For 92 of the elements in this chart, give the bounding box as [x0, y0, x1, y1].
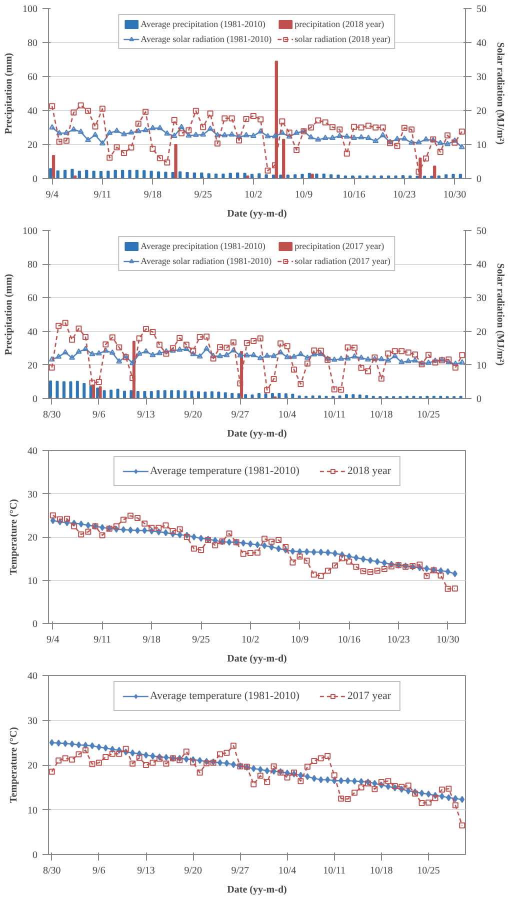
x-tick-label: 10/11: [323, 410, 346, 420]
y2-axis-title: Solar radiation (MJ/m²): [494, 42, 506, 145]
x-tick-label: 8/30: [42, 410, 61, 420]
y-tick-label: 0: [32, 850, 38, 861]
x-tick-label: 9/13: [137, 410, 155, 420]
x-tick-label: 9/27: [231, 410, 250, 420]
y-tick-label: 60: [28, 293, 38, 304]
legend-label: Average temperature (1981-2010): [150, 465, 300, 477]
y-tick-label: 20: [28, 760, 38, 772]
x-tick-label: 10/18: [370, 866, 393, 876]
x-axis-title: Date (yy-m-d): [227, 208, 287, 220]
y-tick-label: 10: [28, 576, 38, 587]
y-axis-title: Temperature (°C): [8, 499, 20, 575]
y-tick-label: 40: [28, 106, 38, 117]
x-tick-label: 9/4: [46, 634, 60, 646]
legend-label: Average solar radiation (1981-2010): [140, 256, 272, 266]
y-tick-label: 40: [28, 326, 38, 338]
y2-tick-label: 50: [476, 4, 486, 15]
y-axis-title: Temperature (°C): [8, 727, 20, 803]
y-tick-label: 30: [28, 716, 38, 727]
y2-tick-label: 30: [476, 293, 486, 304]
x-axis-title: Date (yy-m-d): [227, 654, 287, 664]
legend-label: precipitation (2017 year): [294, 241, 384, 251]
legend-label: precipitation (2018 year): [294, 19, 384, 29]
x-tick-label: 10/4: [278, 866, 296, 876]
y2-tick-label: 50: [476, 226, 486, 237]
x-tick-label: 9/18: [144, 190, 162, 200]
y2-tick-label: 40: [476, 38, 486, 49]
legend-label: Average solar radiation (1981-2010): [140, 34, 272, 44]
x-tick-label: 9/4: [46, 190, 58, 200]
x-tick-label: 10/9: [290, 634, 309, 646]
x-tick-label: 10/23: [393, 190, 416, 200]
x-tick-label: 9/6: [92, 866, 106, 876]
x-tick-label: 10/11: [323, 866, 346, 876]
y2-tick-label: 10: [476, 140, 486, 151]
x-tick-label: 9/11: [94, 190, 112, 200]
x-tick-label: 9/13: [137, 866, 155, 876]
legend-label: 2018 year: [347, 465, 392, 477]
y-tick-label: 0: [32, 619, 38, 630]
x-tick-label: 10/16: [342, 190, 366, 200]
legend-label: solar radiation (2017 year): [294, 256, 390, 266]
x-tick-label: 10/16: [338, 634, 361, 646]
y-tick-label: 40: [28, 671, 38, 682]
x-tick-label: 9/20: [184, 410, 202, 420]
legend-label: solar radiation (2018 year): [294, 34, 390, 44]
x-axis-title: Date (yy-m-d): [227, 428, 287, 440]
y2-tick-label: 0: [476, 394, 482, 405]
legend-label: Average precipitation (1981-2010): [140, 241, 266, 251]
legend-label: Average precipitation (1981-2010): [140, 19, 266, 29]
y2-tick-label: 30: [476, 72, 486, 83]
x-tick-label: 9/6: [92, 410, 106, 420]
x-tick-label: 10/2: [244, 190, 262, 200]
x-tick-label: 9/11: [94, 634, 111, 646]
x-tick-label: 9/27: [231, 866, 250, 876]
y-tick-label: 100: [22, 226, 38, 237]
y-tick-label: 20: [28, 532, 38, 544]
legend-label: 2017 year: [347, 690, 392, 702]
y-tick-label: 20: [28, 360, 38, 372]
y-axis-title: Precipitation (mm): [4, 52, 14, 134]
y-axis-title: Precipitation (mm): [4, 274, 14, 356]
y2-tick-label: 10: [476, 360, 486, 372]
y-tick-label: 20: [28, 140, 38, 151]
y2-axis-title: Solar radiation (MJ/m²): [494, 263, 506, 366]
x-axis-title: Date (yy-m-d): [227, 884, 287, 896]
x-tick-label: 10/25: [417, 410, 440, 420]
y-tick-label: 80: [28, 38, 38, 49]
y-tick-label: 10: [28, 805, 38, 816]
y2-tick-label: 20: [476, 326, 486, 338]
y-tick-label: 0: [32, 174, 38, 185]
x-tick-label: 10/30: [436, 634, 460, 646]
y-tick-label: 40: [28, 446, 38, 457]
x-tick-label: 10/23: [387, 634, 410, 646]
y2-tick-label: 0: [476, 174, 482, 185]
x-tick-label: 10/18: [370, 410, 393, 420]
legend-label: Average temperature (1981-2010): [150, 690, 300, 702]
y-tick-label: 100: [22, 4, 38, 15]
x-tick-label: 10/9: [294, 190, 313, 200]
x-tick-label: 9/25: [192, 634, 210, 646]
x-tick-label: 9/18: [142, 634, 161, 646]
x-tick-label: 9/20: [184, 866, 202, 876]
x-tick-label: 10/30: [443, 190, 466, 200]
y-tick-label: 60: [28, 72, 38, 83]
x-tick-label: 9/25: [194, 190, 212, 200]
y-tick-label: 80: [28, 260, 38, 271]
y2-tick-label: 20: [476, 106, 486, 117]
y2-tick-label: 40: [476, 260, 486, 271]
y-tick-label: 0: [32, 394, 38, 405]
x-tick-label: 8/30: [42, 866, 61, 876]
y-tick-label: 30: [28, 489, 38, 500]
x-tick-label: 10/4: [278, 410, 296, 420]
x-tick-label: 10/25: [417, 866, 440, 876]
x-tick-label: 10/2: [242, 634, 260, 646]
